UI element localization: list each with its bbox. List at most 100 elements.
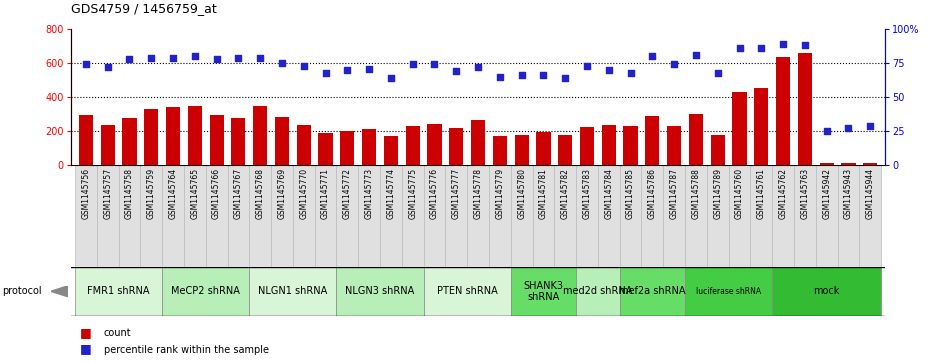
Point xyxy=(536,72,551,78)
Text: GDS4759 / 1456759_at: GDS4759 / 1456759_at xyxy=(71,2,217,15)
Bar xyxy=(449,128,463,165)
Text: GSM1145760: GSM1145760 xyxy=(735,168,744,219)
Bar xyxy=(532,165,554,267)
Bar xyxy=(776,57,790,165)
Point xyxy=(296,63,311,69)
Bar xyxy=(580,127,594,165)
Bar xyxy=(645,116,659,165)
Point xyxy=(558,75,573,81)
Point xyxy=(775,41,790,47)
Bar xyxy=(428,124,442,165)
Point xyxy=(448,68,463,74)
Point xyxy=(187,53,203,59)
Bar xyxy=(75,267,162,316)
Bar xyxy=(250,267,336,316)
Text: GSM1145943: GSM1145943 xyxy=(844,168,853,219)
Point xyxy=(427,61,442,68)
Bar xyxy=(271,165,293,267)
Point xyxy=(362,66,377,72)
Text: GSM1145780: GSM1145780 xyxy=(517,168,527,219)
Text: GSM1145787: GSM1145787 xyxy=(670,168,678,219)
Bar xyxy=(380,165,402,267)
Text: protocol: protocol xyxy=(2,286,41,296)
Point xyxy=(754,45,769,51)
Point xyxy=(689,52,704,58)
Bar xyxy=(598,165,620,267)
Bar xyxy=(140,165,162,267)
Bar xyxy=(794,165,816,267)
Bar xyxy=(336,267,424,316)
Bar xyxy=(383,136,398,165)
Text: GSM1145789: GSM1145789 xyxy=(713,168,723,219)
Text: GSM1145783: GSM1145783 xyxy=(582,168,592,219)
Text: GSM1145771: GSM1145771 xyxy=(321,168,330,219)
Bar xyxy=(358,165,380,267)
Bar xyxy=(642,165,663,267)
Bar xyxy=(620,165,642,267)
Text: luciferase shRNA: luciferase shRNA xyxy=(696,287,761,296)
Point xyxy=(383,75,398,81)
Text: GSM1145777: GSM1145777 xyxy=(452,168,461,219)
Text: GSM1145758: GSM1145758 xyxy=(125,168,134,219)
Text: GSM1145769: GSM1145769 xyxy=(278,168,286,219)
Bar xyxy=(620,267,685,316)
Bar xyxy=(184,165,205,267)
Point xyxy=(209,56,224,62)
Bar xyxy=(315,165,336,267)
Point xyxy=(318,70,333,76)
Point xyxy=(797,42,812,48)
Bar xyxy=(685,165,706,267)
Bar xyxy=(362,129,376,165)
Bar xyxy=(101,125,115,165)
Bar xyxy=(554,165,577,267)
Bar xyxy=(706,165,728,267)
Point xyxy=(144,55,159,61)
Bar xyxy=(685,267,772,316)
Bar xyxy=(250,165,271,267)
Point xyxy=(579,63,594,69)
Bar xyxy=(820,163,834,165)
Text: GSM1145756: GSM1145756 xyxy=(81,168,90,219)
Bar xyxy=(162,165,184,267)
Text: GSM1145759: GSM1145759 xyxy=(147,168,155,219)
Bar xyxy=(471,120,485,165)
Text: GSM1145764: GSM1145764 xyxy=(169,168,177,219)
Bar xyxy=(751,165,772,267)
Text: count: count xyxy=(104,328,131,338)
Text: SHANK3
shRNA: SHANK3 shRNA xyxy=(524,281,563,302)
Bar xyxy=(97,165,119,267)
Bar xyxy=(122,118,137,165)
Bar xyxy=(75,165,97,267)
Text: mock: mock xyxy=(814,286,840,296)
Point xyxy=(78,61,93,68)
Text: GSM1145944: GSM1145944 xyxy=(866,168,875,219)
Text: NLGN3 shRNA: NLGN3 shRNA xyxy=(346,286,414,296)
Text: GSM1145770: GSM1145770 xyxy=(300,168,308,219)
Text: GSM1145766: GSM1145766 xyxy=(212,168,221,219)
Point xyxy=(863,123,878,129)
Text: GSM1145779: GSM1145779 xyxy=(495,168,504,219)
Bar xyxy=(232,118,246,165)
Text: GSM1145757: GSM1145757 xyxy=(104,168,112,219)
Bar xyxy=(489,165,511,267)
Point xyxy=(514,72,529,78)
Text: GSM1145785: GSM1145785 xyxy=(626,168,635,219)
Bar xyxy=(859,165,881,267)
Point xyxy=(645,53,660,59)
Text: GSM1145781: GSM1145781 xyxy=(539,168,548,219)
Bar xyxy=(755,88,769,165)
Bar xyxy=(511,267,577,316)
Bar xyxy=(728,165,751,267)
Bar xyxy=(493,136,507,165)
Text: NLGN1 shRNA: NLGN1 shRNA xyxy=(258,286,328,296)
Bar xyxy=(514,135,528,165)
Point xyxy=(623,70,638,76)
Text: GSM1145775: GSM1145775 xyxy=(408,168,417,219)
Bar xyxy=(536,132,550,165)
Point xyxy=(841,126,856,131)
Bar xyxy=(79,115,93,165)
Text: percentile rank within the sample: percentile rank within the sample xyxy=(104,344,268,355)
Text: GSM1145773: GSM1145773 xyxy=(365,168,374,219)
Bar xyxy=(424,267,511,316)
Bar xyxy=(119,165,140,267)
